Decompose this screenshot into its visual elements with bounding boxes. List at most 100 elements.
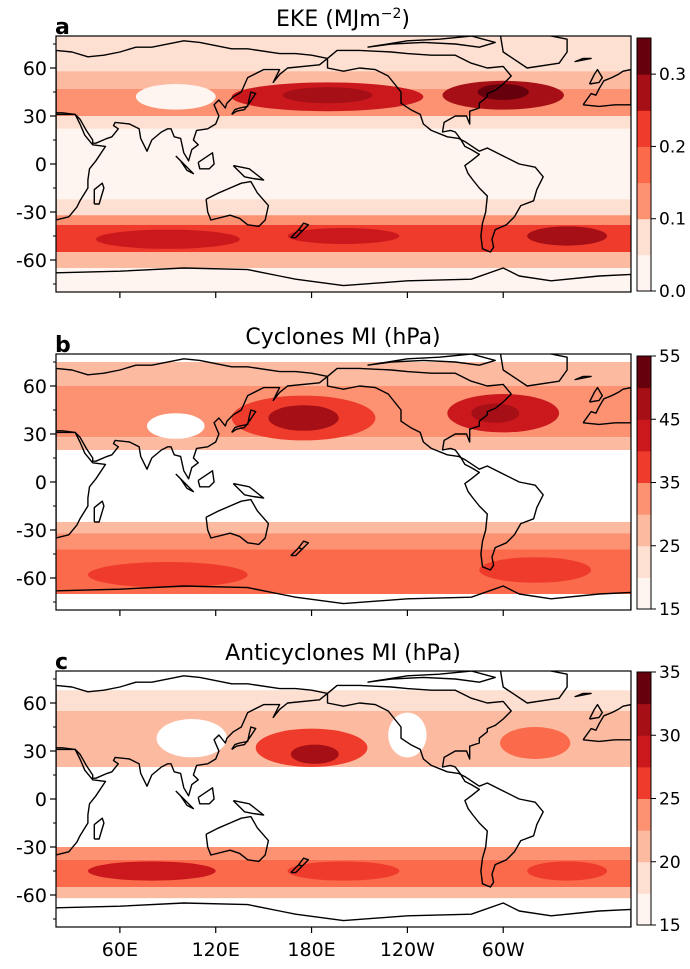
heatmap-plot — [56, 671, 631, 927]
contour-blob — [135, 84, 216, 110]
contour-blob — [477, 84, 529, 100]
colorbar-level — [637, 450, 651, 483]
y-tick-label: 0 — [35, 154, 47, 176]
contour-blob — [479, 557, 592, 583]
x-tick-label: 120E — [192, 939, 240, 961]
contour-blob — [527, 861, 608, 881]
y-tick-label: 0 — [35, 472, 47, 494]
panel-label: c — [55, 650, 68, 675]
colorbar-frame — [636, 37, 652, 292]
colorbar-tick-label: 20 — [659, 853, 681, 873]
colorbar-level — [637, 218, 651, 256]
contour-blob — [287, 228, 400, 244]
colorbar-level — [637, 703, 651, 736]
contour-band — [56, 252, 631, 268]
coastline — [232, 799, 265, 816]
colorbar-level — [637, 830, 651, 863]
colorbar-tick-label: 0.0 — [659, 282, 686, 302]
colorbar-level — [637, 146, 651, 184]
colorbar-level — [637, 482, 651, 515]
coastline — [588, 386, 603, 403]
coastline — [232, 164, 265, 181]
coastline — [499, 36, 568, 69]
panel-label: a — [55, 15, 70, 40]
x-axis: 60E 120E 180E 120W 60W — [102, 927, 525, 961]
coastlines — [56, 354, 631, 610]
colorbar: 15 25 35 45 55 — [636, 347, 681, 620]
coastline — [574, 57, 592, 63]
coastline — [56, 358, 329, 480]
contour-blob — [282, 87, 373, 104]
coastline — [56, 40, 329, 162]
colorbar-tick-label: 35 — [659, 474, 681, 494]
colorbar-level — [637, 74, 651, 111]
coastline — [326, 367, 544, 571]
x-axis — [119, 292, 504, 298]
contour-blob — [500, 727, 571, 759]
contour-band — [56, 887, 631, 899]
colorbar-level — [637, 861, 651, 894]
contour-band — [56, 268, 631, 292]
x-tick-label: 180E — [287, 939, 335, 961]
colorbar-level — [637, 577, 651, 610]
colorbar-level — [637, 38, 651, 75]
colorbar: 0.0 0.1 0.2 0.3 — [636, 37, 686, 302]
coastline — [231, 726, 257, 750]
contour-band — [56, 533, 631, 550]
coastline — [93, 500, 105, 523]
colorbar-tick-label: 15 — [659, 600, 681, 620]
coastline — [582, 386, 631, 426]
coastlines — [56, 36, 631, 292]
contour-blob — [95, 229, 240, 249]
contour-band — [56, 36, 631, 72]
panel-a: a EKE (MJm−2) 60 30 0 -30 -60 0.0 0.1 0.2 0.3 — [16, 6, 686, 302]
coastline — [56, 585, 631, 610]
contour-band — [56, 847, 631, 860]
coastline — [367, 671, 496, 683]
coastline — [56, 675, 329, 797]
colorbar-level — [637, 419, 651, 452]
coastline — [574, 375, 592, 381]
colorbar-level — [637, 893, 651, 926]
coastline — [205, 498, 270, 546]
contour-band — [56, 128, 631, 200]
panel-b: b Cyclones MI (hPa) 60 30 0 -30 -60 15 25 35 45… — [16, 325, 681, 620]
contour-band — [56, 199, 631, 216]
y-tick-label: 0 — [35, 789, 47, 811]
colorbar-level — [637, 182, 651, 220]
contour-blob — [156, 719, 227, 758]
coastline — [499, 354, 568, 387]
coastline — [367, 36, 496, 48]
contour-band — [56, 362, 631, 386]
contour-blob — [471, 403, 520, 423]
coastline — [290, 863, 303, 874]
x-tick-label: 120W — [380, 939, 435, 961]
y-axis: 60 30 0 -30 -60 — [16, 678, 56, 920]
colorbar-tick-label: 45 — [659, 410, 681, 430]
colorbar-level — [637, 735, 651, 768]
coastline — [231, 409, 257, 433]
panel-title: Cyclones MI (hPa) — [245, 325, 440, 350]
coastline — [205, 815, 270, 863]
y-tick-label: -30 — [16, 520, 47, 542]
contour-band — [56, 522, 631, 534]
coastline — [367, 354, 496, 366]
y-tick-label: 60 — [23, 376, 47, 398]
coastline — [232, 482, 265, 499]
coastline — [290, 228, 303, 239]
coastline — [197, 152, 215, 170]
coastline — [175, 155, 195, 175]
contour-band — [56, 215, 631, 225]
x-tick-label: 60W — [482, 939, 525, 961]
panel-label: b — [55, 333, 71, 358]
panel-title: EKE (MJm−2) — [276, 6, 410, 32]
colorbar-level — [637, 798, 651, 831]
coastline — [326, 684, 544, 888]
y-tick-label: 30 — [23, 106, 47, 128]
coastline — [197, 470, 215, 488]
coastline — [290, 546, 303, 557]
coastlines — [56, 671, 631, 927]
coastline — [574, 692, 592, 698]
coastline — [56, 902, 631, 927]
panel-c: c Anticyclones MI (hPa) 60 30 0 -30 -60 60E 1… — [16, 641, 681, 961]
